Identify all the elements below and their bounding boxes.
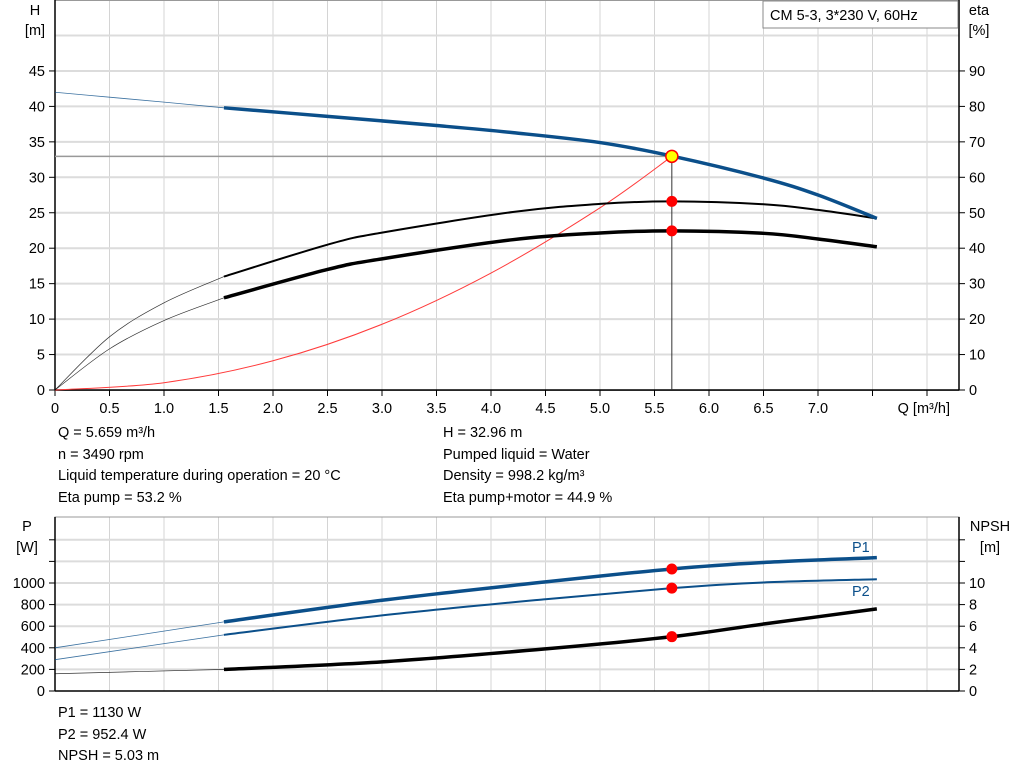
y-axis-unit-right: [%]: [969, 23, 990, 39]
y-tick-label-left: 45: [29, 64, 45, 80]
density-readout: Density = 998.2 kg/m³: [443, 468, 585, 484]
y-tick-label-left: 40: [29, 99, 45, 115]
info-bottom: P1 = 1130 W P2 = 952.4 W NPSH = 5.03 m: [58, 703, 159, 768]
y-tick-label-left: 800: [21, 598, 45, 614]
x-tick-label: 4.5: [535, 401, 555, 417]
y-tick-label-right: 70: [969, 135, 985, 151]
eta-pump-point: [666, 195, 678, 207]
info-top-left: Q = 5.659 m³/h n = 3490 rpm Liquid tempe…: [58, 423, 341, 509]
p1-curve-extrapolated: [54, 621, 225, 649]
p1-point: [666, 563, 678, 575]
x-tick-label: 3.0: [372, 401, 392, 417]
npsh-curve: [223, 607, 878, 672]
p1-label: P1: [852, 540, 870, 556]
x-tick-label: 2.5: [317, 401, 337, 417]
liquid-readout: Pumped liquid = Water: [443, 446, 590, 463]
y-tick-label-left: 10: [29, 312, 45, 328]
y-tick-label-right: 10: [969, 576, 985, 592]
p1-readout: P1 = 1130 W: [58, 705, 142, 721]
x-tick-label: 2.0: [263, 401, 283, 417]
y-tick-label-right: 60: [969, 170, 985, 186]
y-axis-label-left: H: [30, 3, 40, 19]
x-tick-label: 4.0: [481, 401, 501, 417]
npsh-point: [666, 631, 678, 643]
legend-text: CM 5-3, 3*230 V, 60Hz: [770, 8, 918, 24]
y-tick-label-right: 4: [969, 641, 977, 657]
y-tick-label-left: 15: [29, 277, 45, 293]
p2-label: P2: [852, 584, 870, 600]
y-tick-label-left: 600: [21, 619, 45, 635]
y-tick-label-left: 0: [37, 684, 45, 700]
flow-readout: Q = 5.659 m³/h: [58, 425, 156, 441]
x-tick-label: 5.5: [644, 401, 664, 417]
p1-curve: [223, 555, 877, 624]
y-tick-label-right: 40: [969, 241, 985, 257]
y-axis-unit-left: [W]: [16, 540, 38, 556]
y-tick-label-left: 200: [21, 662, 45, 678]
y-axis-unit-right: [m]: [980, 540, 1000, 556]
head-curve: [223, 106, 878, 221]
npsh-curve-extrapolated: [54, 669, 224, 675]
eta-pump-motor-readout: Eta pump+motor = 44.9 %: [443, 489, 613, 506]
y-tick-label-right: 90: [969, 64, 985, 80]
x-tick-label: 1.0: [154, 401, 174, 417]
eta-pump-motor-curve-extrapolated: [54, 297, 225, 391]
eta-pump-curve-extrapolated: [54, 276, 225, 391]
temperature-readout: Liquid temperature during operation = 20…: [58, 468, 341, 484]
p2-readout: P2 = 952.4 W: [58, 726, 147, 743]
y-tick-label-right: 10: [969, 348, 985, 364]
y-axis-label-right: NPSH: [970, 519, 1010, 535]
head-curve-extrapolated: [54, 91, 224, 109]
y-tick-label-left: 25: [29, 206, 45, 222]
x-tick-label: 5.0: [590, 401, 610, 417]
duty-point: [665, 149, 679, 164]
y-tick-label-right: 0: [969, 383, 977, 399]
x-tick-label: 0: [51, 401, 59, 417]
npsh-readout: NPSH = 5.03 m: [58, 748, 160, 764]
x-tick-label: 7.0: [808, 401, 828, 417]
y-axis-unit-left: [m]: [25, 23, 45, 39]
x-tick-label: 3.5: [426, 401, 446, 417]
head-readout: H = 32.96 m: [443, 425, 523, 441]
eta-pump-curve: [223, 200, 878, 278]
x-axis-label: Q [m³/h]: [898, 401, 950, 417]
y-axis-label-left: P: [22, 519, 32, 535]
x-tick-label: 1.5: [208, 401, 228, 417]
y-tick-label-right: 6: [969, 619, 977, 635]
y-tick-label-left: 400: [21, 641, 45, 657]
eta-pump-motor-point: [666, 225, 678, 237]
eta-pump-readout: Eta pump = 53.2 %: [58, 489, 182, 506]
y-tick-label-right: 8: [969, 598, 977, 614]
y-tick-label-left: 1000: [13, 576, 45, 592]
y-tick-label-right: 20: [969, 312, 985, 328]
y-tick-label-right: 0: [969, 684, 977, 700]
y-tick-label-right: 80: [969, 99, 985, 115]
speed-readout: n = 3490 rpm: [58, 446, 144, 463]
y-tick-label-left: 30: [29, 170, 45, 186]
y-axis-label-right: eta: [969, 3, 990, 19]
p2-point: [666, 582, 678, 594]
system-curve: [54, 155, 673, 391]
legend-box: [762, 0, 959, 29]
p2-curve: [223, 578, 877, 636]
y-tick-label-left: 5: [37, 348, 45, 364]
y-tick-label-left: 35: [29, 135, 45, 151]
p2-curve-extrapolated: [54, 634, 225, 661]
y-tick-label-left: 20: [29, 241, 45, 257]
x-tick-label: 6.0: [699, 401, 719, 417]
x-tick-label: 6.5: [753, 401, 773, 417]
y-tick-label-left: 0: [37, 383, 45, 399]
x-tick-label: 0.5: [99, 401, 119, 417]
y-tick-label-right: 2: [969, 662, 977, 678]
y-tick-label-right: 50: [969, 206, 985, 222]
eta-pump-motor-curve: [223, 229, 878, 300]
info-top-right: H = 32.96 m Pumped liquid = Water Densit…: [443, 423, 612, 509]
y-tick-label-right: 30: [969, 277, 985, 293]
